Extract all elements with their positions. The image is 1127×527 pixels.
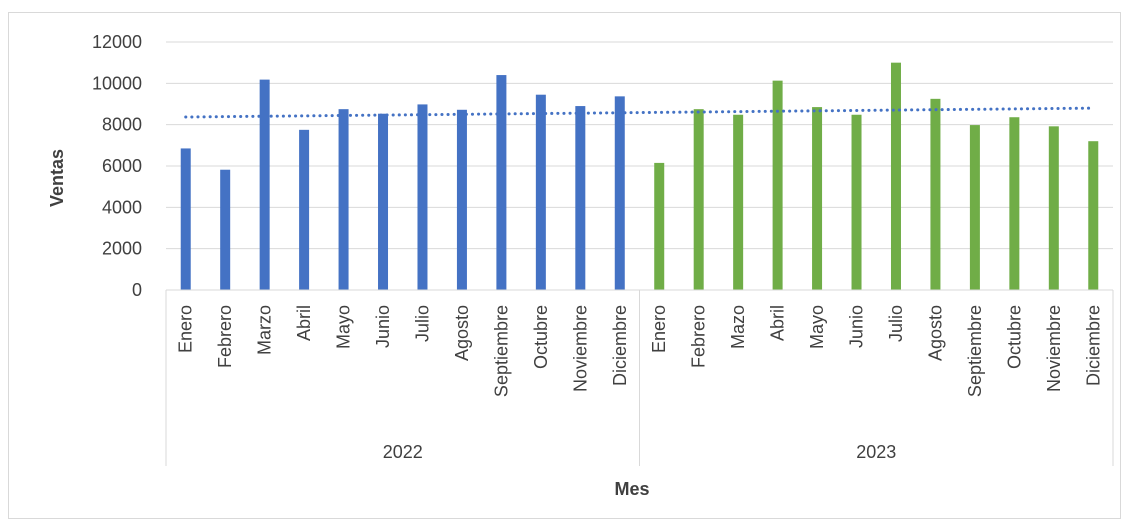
bar	[772, 80, 783, 290]
bar	[338, 109, 349, 291]
trendline-line	[184, 106, 1095, 119]
bar	[654, 162, 665, 290]
y-tick-label: 12000	[92, 32, 142, 52]
group-label: 2023	[856, 442, 896, 462]
x-axis-title: Mes	[614, 479, 649, 499]
bar	[1048, 126, 1059, 290]
x-tick-label: Junio	[373, 305, 393, 348]
bar	[456, 109, 467, 290]
x-tick-label: Abril	[768, 305, 788, 341]
x-tick-label: Febrero	[689, 305, 709, 368]
x-tick-label: Julio	[886, 305, 906, 342]
bar	[378, 113, 389, 290]
x-tick-label: Noviembre	[1044, 305, 1064, 392]
y-tick-label: 6000	[102, 156, 142, 176]
y-tick-label: 4000	[102, 197, 142, 217]
chart-frame: 0 2000 4000 6000 8000 10000 12000 Enero Febrero M…	[8, 12, 1121, 519]
x-tick-label: Agosto	[452, 305, 472, 361]
group-label: 2022	[383, 442, 423, 462]
x-tick-label: Septiembre	[965, 305, 985, 397]
x-tick-label: Septiembre	[491, 305, 511, 397]
bar	[180, 148, 191, 290]
x-tick-label: Noviembre	[570, 305, 590, 392]
x-tick-label: Mazo	[728, 305, 748, 349]
x-tick-label: Diciembre	[610, 305, 630, 386]
x-tick-label: Octubre	[1004, 305, 1024, 369]
x-tick-label: Enero	[176, 305, 196, 353]
bar	[890, 62, 901, 290]
bar	[575, 106, 586, 290]
bar	[733, 114, 744, 290]
y-tick-label: 0	[132, 280, 142, 300]
bar	[417, 104, 428, 290]
x-tick-label: Diciembre	[1083, 305, 1103, 386]
bar	[299, 129, 310, 290]
bar	[535, 94, 546, 290]
sales-bar-chart: 0 2000 4000 6000 8000 10000 12000 Enero Febrero M…	[47, 32, 1114, 499]
bar	[693, 109, 704, 291]
y-tick-label: 2000	[102, 239, 142, 259]
y-axis-title: Ventas	[47, 149, 67, 207]
bar	[614, 96, 625, 290]
x-tick-label: Julio	[412, 305, 432, 342]
tick-labels: 0 2000 4000 6000 8000 10000 12000 Enero Febrero M…	[92, 32, 1103, 462]
x-tick-label: Junio	[847, 305, 867, 348]
bar	[496, 75, 507, 290]
x-tick-label: Octubre	[531, 305, 551, 369]
x-tick-label: Mayo	[807, 305, 827, 349]
x-tick-label: Marzo	[255, 305, 275, 355]
bar	[220, 169, 231, 290]
x-tick-label: Agosto	[925, 305, 945, 361]
y-tick-label: 8000	[102, 115, 142, 135]
bar	[259, 79, 270, 290]
bar	[851, 114, 862, 290]
trendline	[184, 106, 1095, 119]
x-tick-label: Abril	[294, 305, 314, 341]
x-tick-label: Enero	[649, 305, 669, 353]
bar	[1009, 117, 1020, 290]
bar	[812, 107, 823, 290]
x-tick-label: Febrero	[215, 305, 235, 368]
bars	[180, 62, 1099, 291]
x-tick-label: Mayo	[334, 305, 354, 349]
axes	[165, 289, 1114, 466]
gridlines	[166, 41, 1113, 250]
bar	[930, 98, 941, 290]
y-tick-label: 10000	[92, 73, 142, 93]
bar	[1088, 141, 1099, 290]
bar	[969, 125, 980, 290]
